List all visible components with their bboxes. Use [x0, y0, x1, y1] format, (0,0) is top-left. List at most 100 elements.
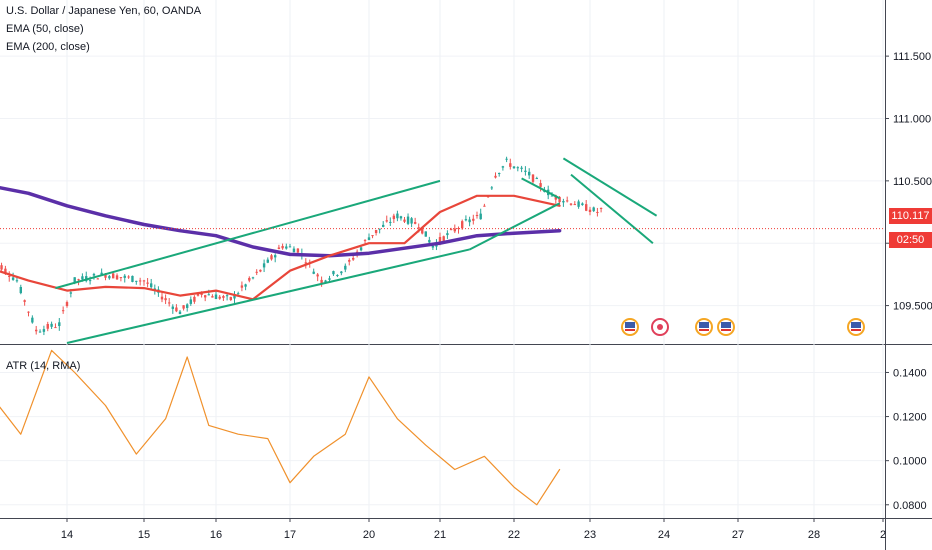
candle-body: [413, 222, 417, 224]
candle-body: [186, 304, 189, 308]
candle-body: [359, 247, 363, 251]
event-flag-canton: [721, 322, 731, 328]
candle-body: [588, 209, 592, 213]
time-tick-label: 20: [363, 529, 375, 541]
legend-ema200: EMA (200, close): [6, 41, 90, 53]
candle-body: [592, 207, 595, 212]
candle-body: [211, 296, 214, 298]
ema50-line: [0, 194, 561, 301]
candle-body: [42, 329, 46, 332]
candle-body: [421, 228, 424, 234]
candle-body: [403, 219, 406, 222]
candle-body: [175, 307, 178, 312]
time-tick-label: 23: [584, 529, 596, 541]
candle-body: [135, 280, 138, 282]
trend-line: [521, 177, 561, 200]
candle-body: [164, 298, 167, 301]
candle-body: [328, 278, 331, 280]
candle-body: [288, 246, 292, 248]
candle-body: [193, 296, 196, 302]
legend-ema50: EMA (50, close): [6, 23, 84, 35]
candle-body: [285, 246, 288, 249]
countdown-tag: 02:50: [889, 232, 932, 248]
atr-tick-label: 0.0800: [893, 500, 927, 512]
candle-body: [108, 276, 111, 279]
event-flag-canton: [699, 322, 709, 328]
candle-body: [35, 329, 38, 332]
candle-body: [65, 302, 69, 307]
candle-body: [0, 265, 3, 270]
candle-body: [512, 166, 516, 169]
candle-body: [431, 245, 435, 248]
candle-body: [494, 175, 497, 178]
candle-body: [270, 255, 273, 260]
candle-body: [214, 294, 218, 300]
candle-body: [142, 280, 146, 282]
candle-body: [61, 310, 65, 312]
candle-body: [417, 227, 420, 229]
candle-body: [371, 235, 374, 237]
candle-body: [385, 220, 388, 222]
candle-body: [204, 295, 207, 298]
candle-body: [123, 275, 126, 278]
candle-body: [531, 174, 535, 182]
candle-body: [396, 213, 399, 219]
candle-body: [599, 207, 603, 209]
candle-body: [550, 195, 554, 197]
candle-body: [424, 231, 427, 237]
event-markers: [621, 318, 865, 336]
candle-body: [461, 221, 464, 229]
candle-body: [259, 269, 262, 272]
candle-body: [46, 324, 49, 329]
event-flag-canton: [851, 322, 861, 328]
candle-body: [457, 227, 460, 230]
candle-body: [8, 275, 11, 277]
candle-body: [566, 200, 569, 202]
candle-body: [304, 262, 307, 264]
candle-body: [182, 305, 185, 309]
candle-body: [277, 247, 281, 250]
time-tick-label: 21: [434, 529, 446, 541]
candle-body: [442, 236, 445, 242]
candle-body: [505, 158, 508, 160]
ema200-line: [0, 185, 562, 258]
candle-body: [573, 204, 576, 206]
candle-body: [233, 294, 236, 299]
candle-body: [392, 215, 396, 220]
candle-body: [374, 229, 378, 234]
atr-panel[interactable]: [0, 349, 561, 506]
trend-line: [66, 248, 470, 344]
last-price-tag: 110.117: [889, 208, 932, 224]
candle-body: [516, 167, 519, 169]
time-tick-label: 16: [210, 529, 222, 541]
candle-body: [23, 300, 26, 302]
candle-body: [296, 248, 300, 253]
event-flag-canton: [625, 322, 635, 328]
candle-body: [218, 296, 221, 299]
candle-body: [240, 285, 244, 288]
candle-body: [50, 323, 53, 327]
candle-body: [73, 277, 76, 283]
candle-body: [251, 277, 255, 279]
price-tick-label: 111.500: [893, 51, 931, 63]
candle-body: [54, 327, 57, 329]
candle-body: [581, 203, 584, 206]
price-tick-label: 110.500: [893, 176, 932, 188]
candle-body: [115, 275, 119, 280]
candle-body: [528, 171, 531, 176]
candle-body: [19, 286, 22, 294]
candle-body: [31, 317, 34, 323]
candle-body: [483, 205, 486, 207]
price-panel[interactable]: [0, 156, 885, 344]
candle-body: [535, 178, 538, 180]
candle-body: [171, 306, 174, 309]
candle-body: [316, 274, 319, 277]
time-tick-label: 14: [61, 529, 73, 541]
atr-label: ATR (14, RMA): [6, 360, 81, 372]
candle-body: [468, 219, 471, 223]
candle-body: [569, 203, 573, 205]
candle-body: [11, 277, 15, 280]
candle-body: [146, 282, 149, 284]
